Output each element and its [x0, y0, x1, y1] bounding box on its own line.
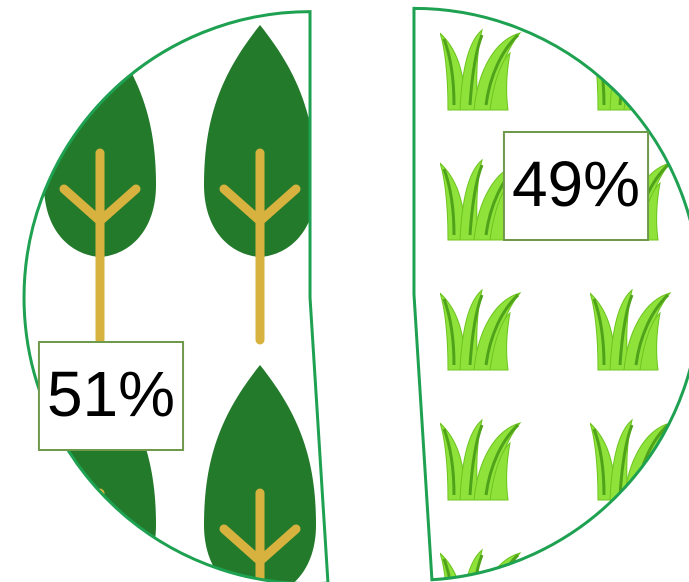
label-box — [37, 341, 185, 451]
value-label: 49% — [512, 148, 640, 220]
label-box — [502, 131, 650, 241]
pie-slice — [412, 6, 689, 582]
value-label: 51% — [47, 358, 175, 430]
pie-slice — [22, 10, 330, 582]
